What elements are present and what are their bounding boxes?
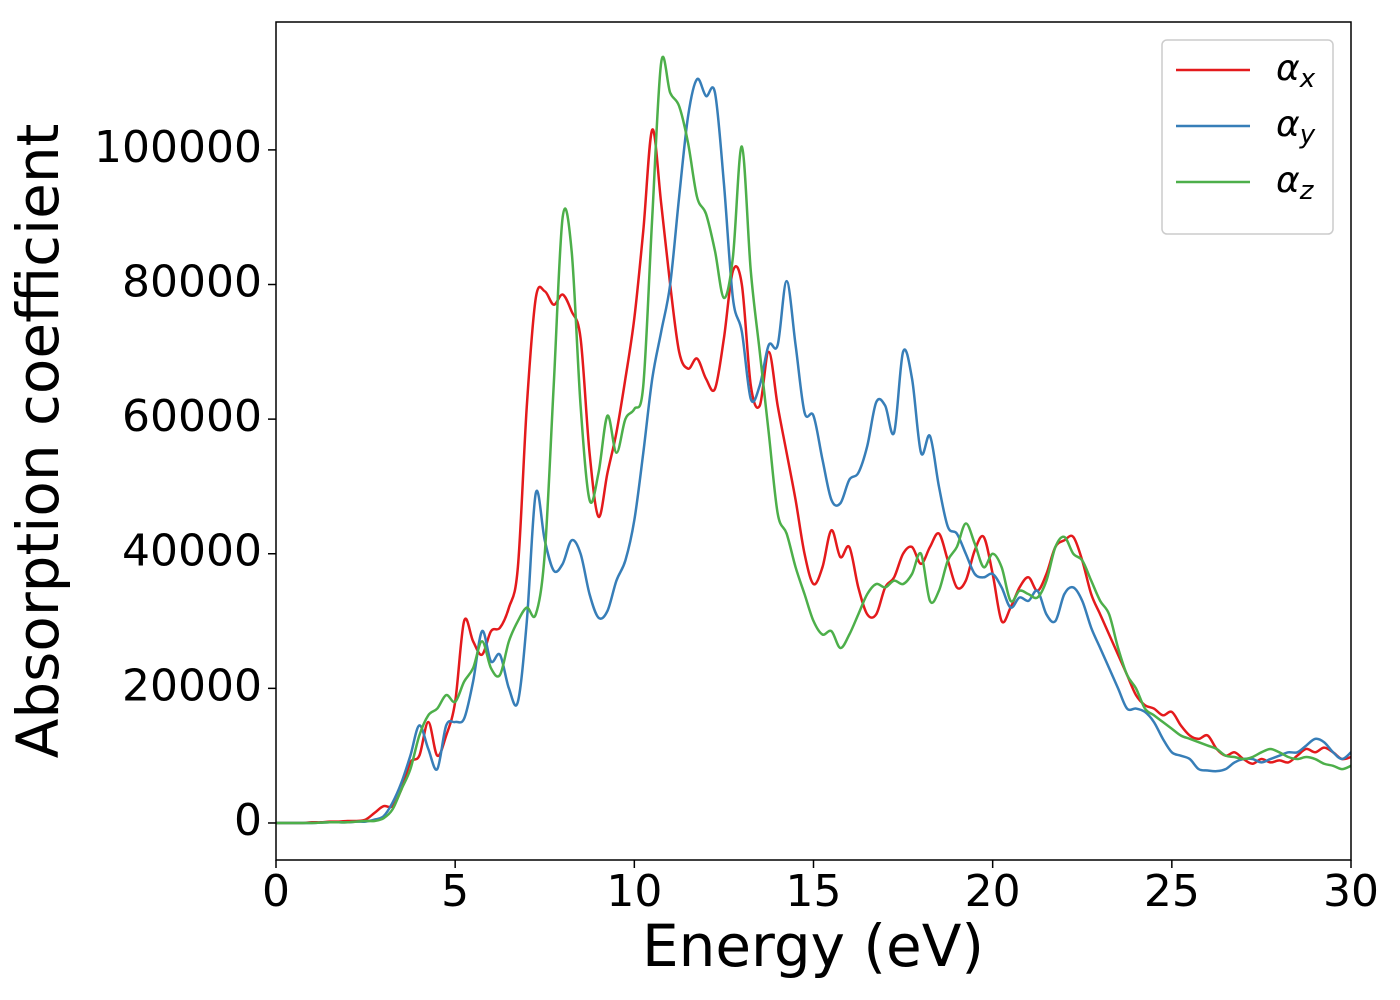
x-tick-label: 30 xyxy=(1323,866,1379,917)
data-line xyxy=(276,128,1351,825)
x-tick-label: 5 xyxy=(441,866,469,917)
y-tick-label: 40000 xyxy=(122,526,262,577)
y-tick-label: 100000 xyxy=(94,122,262,173)
legend-label: αy xyxy=(1276,104,1316,150)
y-tick-label: 20000 xyxy=(122,660,262,711)
x-tick-label: 15 xyxy=(786,866,842,917)
y-tick-label: 60000 xyxy=(122,391,262,442)
data-line xyxy=(276,55,1351,825)
y-tick-label: 80000 xyxy=(122,257,262,308)
legend-label: αx xyxy=(1276,48,1316,94)
legend-label: αz xyxy=(1276,160,1315,206)
x-tick-label: 20 xyxy=(965,866,1021,917)
x-axis-label: Energy (eV) xyxy=(642,912,984,980)
legend-box xyxy=(1161,39,1334,235)
y-tick-label: 0 xyxy=(234,795,262,846)
y-axis-label: Absorption coefficient xyxy=(4,124,72,759)
x-tick-label: 10 xyxy=(606,866,662,917)
data-line xyxy=(276,77,1351,825)
x-tick-label: 25 xyxy=(1144,866,1200,917)
x-tick-label: 0 xyxy=(262,866,290,917)
plot-frame xyxy=(275,21,1352,861)
